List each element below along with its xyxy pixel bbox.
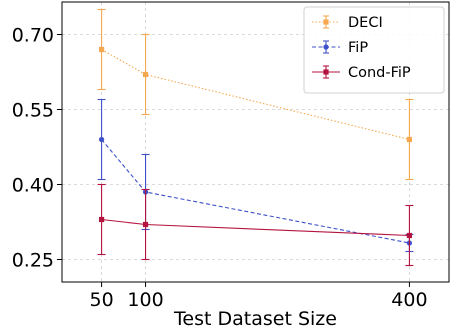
x-tick-label: 100 <box>127 289 163 311</box>
legend-marker <box>323 69 329 75</box>
legend-label: Cond-FiP <box>348 65 411 81</box>
data-point <box>98 216 105 223</box>
series-line-deci <box>101 49 410 141</box>
x-axis-ticks: 50 100 400 <box>89 282 428 311</box>
y-tick-label: 0.25 <box>12 250 54 272</box>
data-point <box>406 136 413 143</box>
series-cond-fip <box>97 183 414 267</box>
legend-item-deci: DECI <box>312 15 383 31</box>
y-tick-label: 0.40 <box>12 175 54 197</box>
legend-label: DECI <box>348 15 383 31</box>
y-tick-label: 0.55 <box>12 100 54 122</box>
legend-item-fip: FiP <box>312 40 368 56</box>
plot-frame <box>61 1 450 283</box>
legend-marker <box>323 44 329 50</box>
data-point <box>142 221 149 228</box>
x-tick-label: 400 <box>391 289 427 311</box>
x-axis-label: Test Dataset Size <box>173 308 337 330</box>
series-layer <box>97 8 414 267</box>
legend-item-cond-fip: Cond-FiP <box>312 65 411 81</box>
data-point <box>142 71 149 78</box>
data-point <box>406 232 413 239</box>
legend: DECI FiP Cond-FiP <box>303 6 445 94</box>
x-tick-label: 50 <box>89 289 113 311</box>
legend-marker <box>323 19 329 25</box>
data-point <box>98 46 105 53</box>
data-point <box>98 136 105 143</box>
series-deci <box>97 8 414 181</box>
y-axis-ticks: 0.25 0.40 0.55 0.70 <box>12 25 62 272</box>
y-tick-label: 0.70 <box>12 25 54 47</box>
legend-label: FiP <box>348 40 368 56</box>
